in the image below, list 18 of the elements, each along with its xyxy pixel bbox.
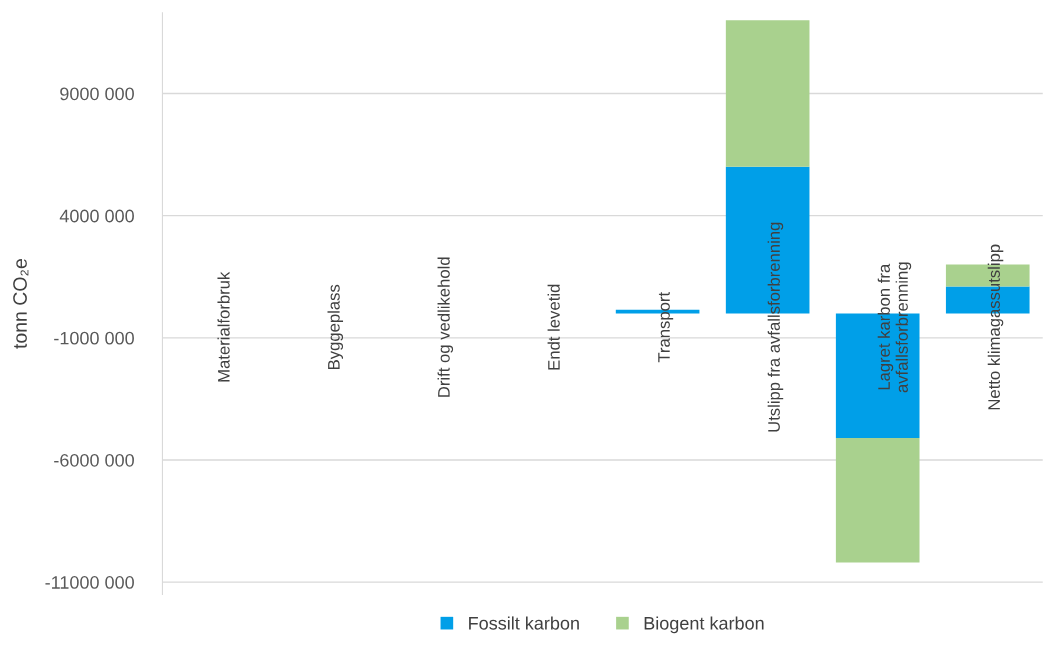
- x-tick-label: Endt levetid: [547, 284, 560, 370]
- x-tick-label: Drift og vedlikehold: [437, 257, 454, 397]
- x-tick-label: Materialforbruk: [217, 271, 230, 382]
- bar: [835, 437, 920, 563]
- y-tick-label: -11000 000: [45, 576, 134, 589]
- y-tick-label: 9000 000: [60, 87, 134, 101]
- x-tick-label: Utslipp fra avfallsforbrenning: [767, 222, 784, 432]
- legend-label: Fossilt karbon: [469, 616, 579, 630]
- x-tick-label: Lagret karbon fra avfallsforbrenning: [877, 262, 912, 393]
- x-tick-label: Netto klimagassutslipp: [987, 244, 1004, 410]
- x-tick-label: Byggeplass: [327, 284, 344, 369]
- y-axis-title: tonn CO₂e: [13, 259, 29, 349]
- x-tick-label: Transport: [658, 292, 674, 363]
- y-tick-label: -6000 000: [54, 453, 134, 467]
- legend-label: Biogent karbon: [644, 616, 764, 634]
- y-tick-label: 4000 000: [59, 209, 134, 223]
- y-tick-label: -1000 000: [54, 331, 134, 345]
- bar: [725, 20, 810, 167]
